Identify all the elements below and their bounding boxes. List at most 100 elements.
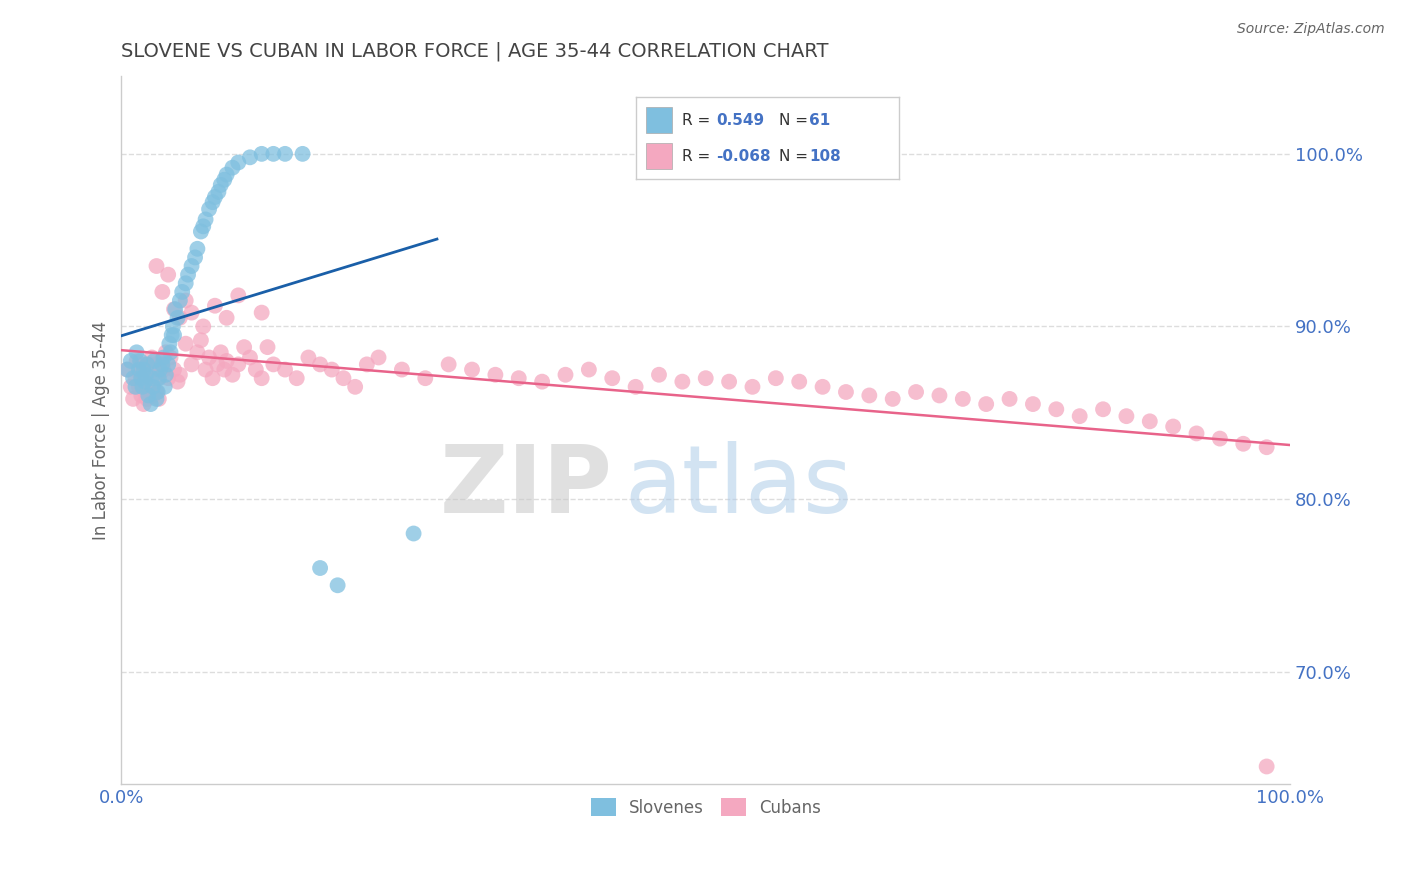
Point [117,362,139,376]
Point [198,202,221,216]
Point [190,333,212,347]
Point [221,161,243,175]
Point [998,392,1021,406]
Point [215,354,238,368]
Point [120,380,142,394]
Point [131,380,153,394]
Point [1209,432,1232,446]
Point [256,340,278,354]
Point [1185,426,1208,441]
Point [142,388,165,402]
Point [166,310,188,325]
Point [952,392,974,406]
Point [150,285,173,299]
Point [274,146,297,161]
Point [402,526,425,541]
Point [136,358,159,372]
Point [391,362,413,376]
Point [215,310,238,325]
Point [214,173,236,187]
Point [166,375,188,389]
Point [239,351,262,365]
Point [169,310,191,325]
Point [142,380,165,394]
Point [163,362,186,376]
Point [1022,397,1045,411]
Point [136,388,159,402]
Point [174,336,197,351]
Point [125,354,148,368]
Point [356,358,378,372]
Point [193,319,215,334]
Point [285,371,308,385]
Point [367,351,389,365]
Point [600,371,623,385]
Point [163,302,186,317]
Point [160,328,183,343]
Point [221,368,243,382]
Point [226,155,249,169]
Point [1256,759,1278,773]
Y-axis label: In Labor Force | Age 35-44: In Labor Force | Age 35-44 [93,320,110,540]
Point [741,380,763,394]
Text: SLOVENE VS CUBAN IN LABOR FORCE | AGE 35-44 CORRELATION CHART: SLOVENE VS CUBAN IN LABOR FORCE | AGE 35… [121,42,830,62]
Point [207,358,229,372]
Point [132,397,155,411]
Point [1232,437,1254,451]
Point [531,375,554,389]
Point [233,340,256,354]
Point [1045,402,1067,417]
Point [326,578,349,592]
Point [141,371,163,385]
Point [928,388,950,402]
Point [148,392,170,406]
Point [132,362,155,376]
Point [128,380,150,394]
Point [905,384,928,399]
Point [180,358,202,372]
Text: Source: ZipAtlas.com: Source: ZipAtlas.com [1237,22,1385,37]
Point [207,185,229,199]
Point [209,178,232,192]
Point [145,384,167,399]
Point [157,268,180,282]
Point [128,362,150,376]
Point [262,146,284,161]
Point [882,392,904,406]
Point [157,371,180,385]
Point [146,371,169,385]
Point [152,351,174,365]
Point [239,150,262,164]
Point [143,354,166,368]
Point [1256,440,1278,454]
Point [169,293,191,308]
Point [177,268,200,282]
Point [186,242,208,256]
Point [136,380,159,394]
Point [437,358,460,372]
Point [1161,419,1184,434]
Point [139,397,162,411]
Point [974,397,997,411]
Point [204,299,226,313]
Point [172,285,194,299]
Point [125,345,148,359]
Point [554,368,576,382]
Point [1092,402,1115,417]
Point [136,392,159,406]
Point [508,371,530,385]
Point [157,336,180,351]
Point [484,368,506,382]
Point [174,277,197,291]
Text: atlas: atlas [624,441,852,533]
Point [152,362,174,376]
Point [129,368,152,382]
Point [150,354,173,368]
Point [135,368,157,382]
Point [190,225,212,239]
Point [250,305,273,319]
Point [122,392,145,406]
Point [141,351,163,365]
Point [145,392,167,406]
Point [461,362,484,376]
